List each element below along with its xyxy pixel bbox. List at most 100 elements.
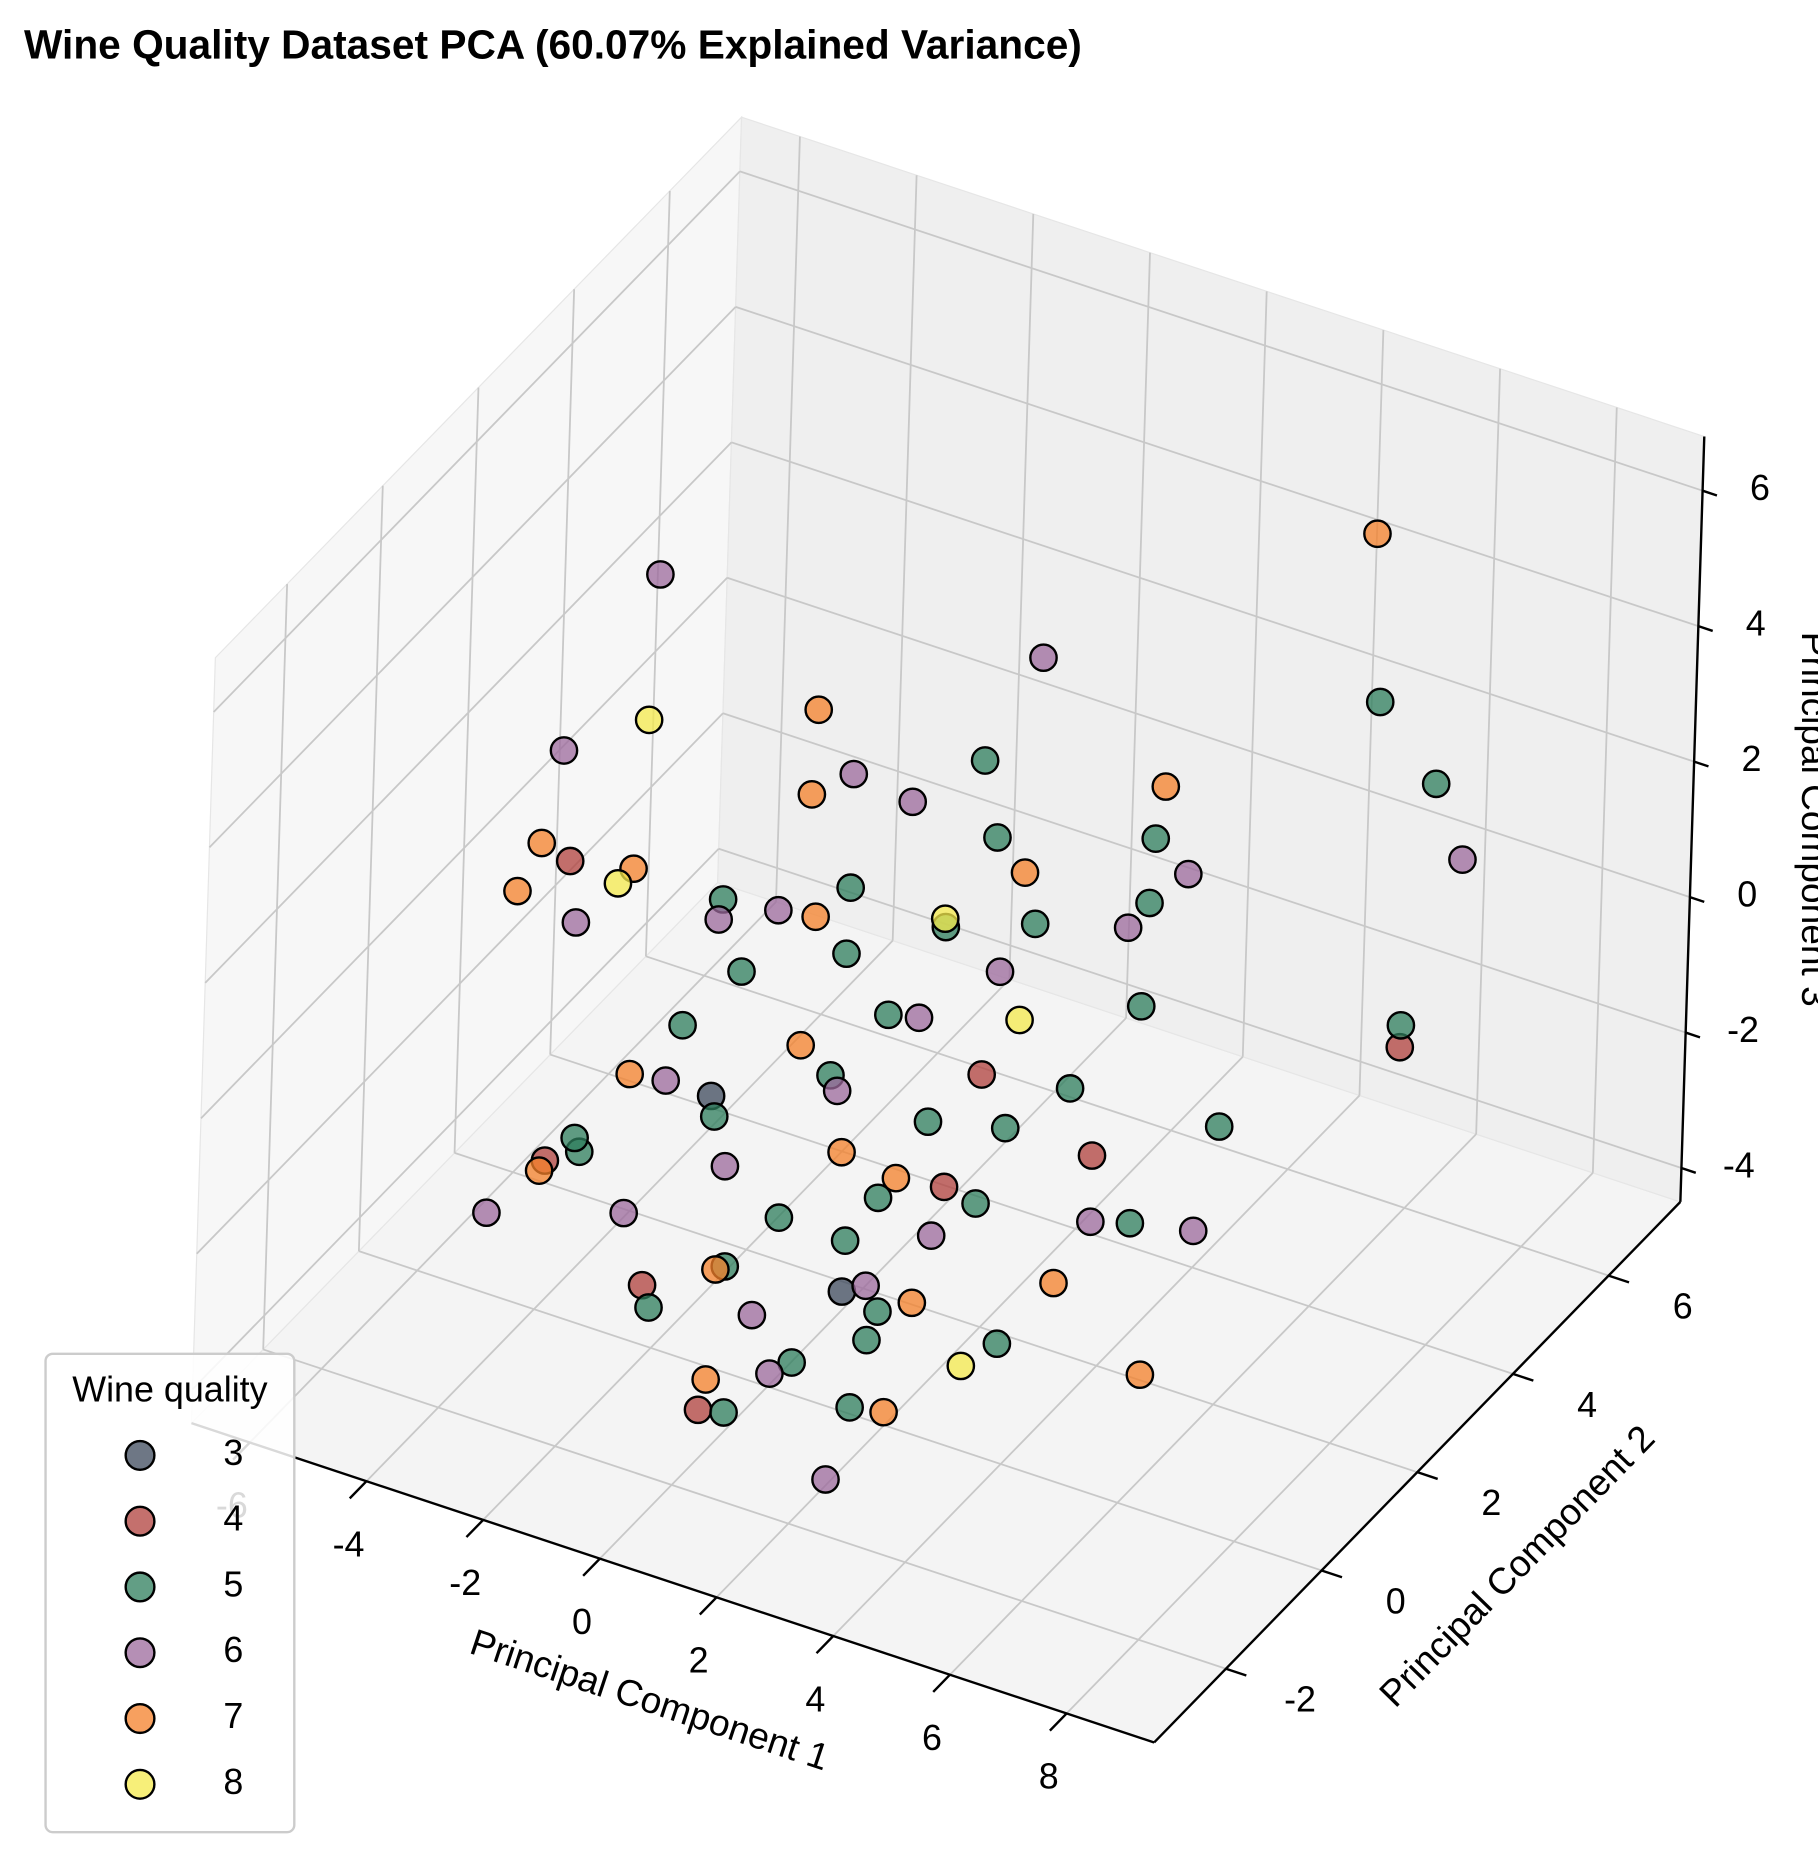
data-point — [786, 1030, 816, 1060]
grid-line — [262, 1348, 1227, 1670]
data-point — [1076, 1207, 1105, 1237]
grid-line — [262, 584, 289, 1350]
z-tick-label: -2 — [1727, 1010, 1759, 1050]
z-tick-label: 6 — [1750, 468, 1770, 508]
data-point — [1178, 1216, 1208, 1246]
legend-label: 8 — [223, 1762, 243, 1802]
x-tick — [465, 1519, 485, 1538]
data-point — [804, 695, 834, 725]
data-point — [1055, 1074, 1085, 1103]
z-axis — [1679, 436, 1706, 1202]
data-point — [1135, 888, 1164, 918]
y-tick — [1225, 1667, 1247, 1677]
grid-line — [1008, 213, 1035, 980]
grid-line — [739, 170, 1703, 492]
x-tick-label: -4 — [333, 1524, 365, 1564]
y-tick — [1416, 1471, 1439, 1481]
grid-line — [1125, 252, 1151, 1019]
data-point — [668, 1010, 697, 1040]
data-point — [524, 1156, 554, 1185]
data-point — [1029, 643, 1058, 673]
data-point — [1386, 1010, 1416, 1040]
legend-marker — [124, 1439, 156, 1471]
legend-label: 5 — [223, 1564, 243, 1604]
data-point — [727, 957, 756, 986]
grid-line — [891, 175, 918, 941]
x-tick — [932, 1673, 951, 1693]
data-point — [1005, 1005, 1034, 1035]
data-point — [851, 1271, 880, 1301]
grid-line — [718, 847, 1682, 1169]
grid-line — [1591, 407, 1618, 1173]
z-tick-label: 0 — [1737, 875, 1757, 915]
legend-marker — [124, 1768, 156, 1800]
data-point — [874, 1000, 903, 1030]
grid-line — [453, 387, 480, 1153]
x-tick-label: 0 — [572, 1602, 592, 1642]
legend-marker — [124, 1637, 156, 1669]
legend-title: Wine quality — [72, 1370, 267, 1410]
data-point — [830, 1226, 860, 1256]
z-tick — [1697, 625, 1714, 633]
data-point — [869, 1397, 898, 1427]
data-point — [797, 780, 827, 809]
y-tick — [1608, 1274, 1630, 1284]
x-tick-label: 6 — [922, 1718, 942, 1758]
data-point — [755, 1359, 784, 1388]
data-point — [560, 1123, 589, 1153]
data-point — [863, 1297, 892, 1326]
data-point — [897, 1288, 927, 1318]
x-tick — [348, 1480, 368, 1500]
data-point — [709, 1398, 738, 1427]
z-tick — [1689, 895, 1705, 904]
x-tick-label: 8 — [1039, 1757, 1059, 1797]
data-point — [827, 1277, 857, 1306]
data-point — [827, 1137, 856, 1167]
grid-line — [726, 576, 1691, 898]
data-point — [1448, 845, 1477, 874]
x-axis — [191, 1422, 1155, 1744]
z-tick — [1681, 1166, 1697, 1174]
data-point — [646, 560, 675, 589]
x-tick-label: -2 — [449, 1563, 481, 1603]
legend-label: 6 — [223, 1630, 243, 1670]
data-point — [634, 705, 664, 735]
data-point — [1363, 519, 1392, 549]
y-tick-label: 6 — [1673, 1287, 1693, 1327]
z-tick-label: -4 — [1723, 1145, 1755, 1185]
z-tick — [1693, 760, 1709, 768]
data-point — [1010, 858, 1040, 887]
data-point — [691, 1365, 721, 1394]
z-tick-label: 4 — [1746, 604, 1766, 644]
data-point — [1113, 913, 1143, 943]
legend: Wine quality 3 4 5 6 7 8 — [44, 1352, 296, 1834]
data-point — [811, 1465, 840, 1494]
grid-line — [204, 441, 733, 984]
data-point — [1125, 1360, 1155, 1390]
data-point — [1115, 1208, 1145, 1238]
y-tick-label: 2 — [1481, 1483, 1501, 1523]
grid-line — [549, 289, 576, 1055]
data-point — [764, 895, 793, 925]
data-point — [904, 1003, 934, 1033]
grid-line — [645, 955, 1609, 1277]
data-point — [527, 828, 557, 858]
z-tick — [1685, 1031, 1701, 1039]
grid-line — [722, 712, 1686, 1034]
data-point — [835, 1393, 864, 1422]
legend-label: 4 — [223, 1499, 243, 1539]
data-point — [701, 1255, 730, 1284]
grid-line — [191, 848, 720, 1390]
grid-line — [1475, 368, 1501, 1135]
data-point — [929, 1172, 959, 1202]
z-axis-label: Principal Component 3 — [1794, 632, 1818, 1007]
grid-line — [213, 170, 741, 713]
data-point — [839, 759, 869, 789]
legend-label: 7 — [223, 1696, 243, 1736]
x-tick — [1049, 1712, 1068, 1732]
z-tick-label: 2 — [1742, 739, 1762, 779]
data-point — [913, 1107, 943, 1137]
data-point — [852, 1325, 881, 1355]
z-tick — [1702, 489, 1718, 497]
